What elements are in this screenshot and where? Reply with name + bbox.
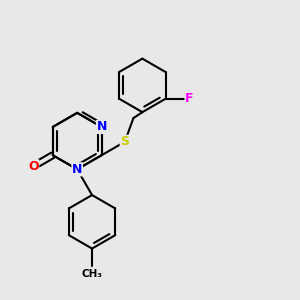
Text: S: S	[120, 135, 129, 148]
Text: F: F	[185, 92, 194, 105]
Text: CH₃: CH₃	[82, 269, 103, 279]
Text: N: N	[96, 121, 107, 134]
Text: N: N	[72, 163, 83, 176]
Text: O: O	[28, 160, 39, 173]
